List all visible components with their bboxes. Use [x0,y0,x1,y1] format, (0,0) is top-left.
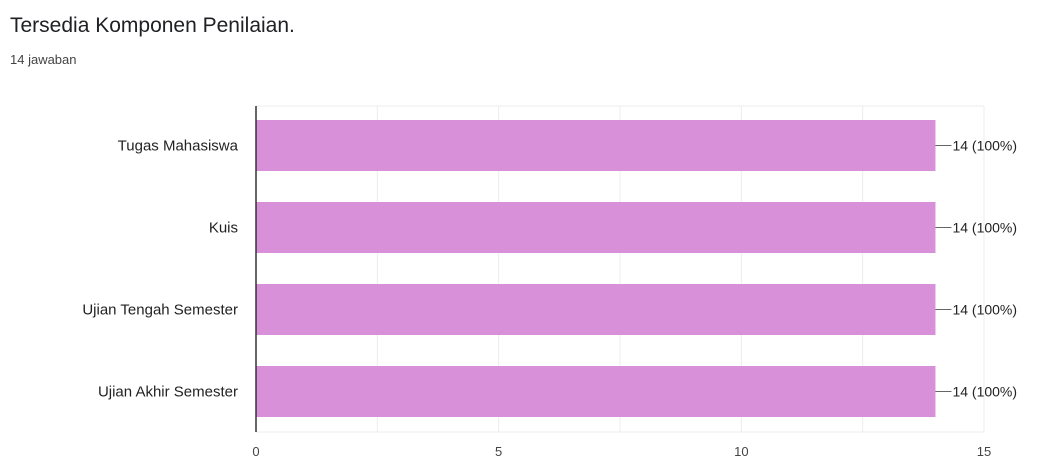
bar [256,366,936,417]
category-label: Ujian Akhir Semester [98,384,238,401]
labels: 0 5 10 15 Tugas Mahasiswa 14 (100%) Kuis 14 (10… [82,138,1017,460]
leader-lines [935,145,952,392]
x-tick-label: 5 [495,444,502,459]
category-label: Ujian Tengah Semester [82,302,238,319]
bar [256,120,936,171]
bars [256,120,936,417]
response-count: 14 jawaban [10,52,77,67]
bar [256,202,936,253]
category-label: Kuis [209,220,238,237]
bar [256,284,936,335]
data-label: 14 (100%) [952,138,1017,154]
data-label: 14 (100%) [952,302,1017,318]
x-tick-label: 10 [734,444,748,459]
chart-title: Tersedia Komponen Penilaian. [10,14,295,37]
category-label: Tugas Mahasiswa [118,138,239,155]
data-label: 14 (100%) [952,384,1017,400]
x-tick-label: 0 [252,444,259,459]
x-tick-label: 15 [977,444,991,459]
data-label: 14 (100%) [952,220,1017,236]
